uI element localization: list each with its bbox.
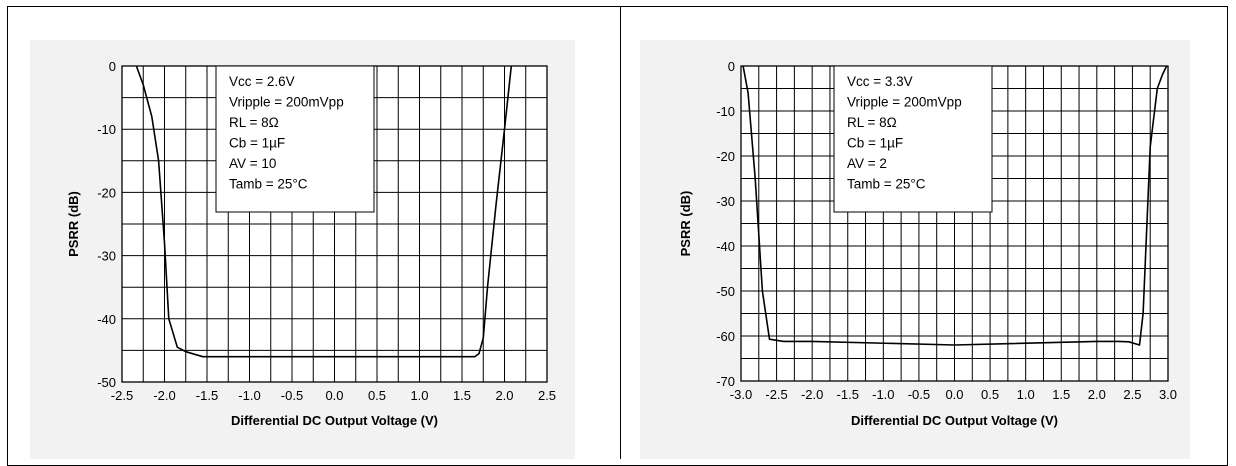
chart1-x-tick-label: 2.5 [538,388,556,403]
chart2-x-tick-label: 1.5 [1052,387,1070,402]
chart1-y-tick-label: -20 [97,185,116,200]
chart1-x-tick-label: 1.5 [453,388,471,403]
chart1-x-tick-label: -0.5 [281,388,303,403]
chart1-y-tick-label: -30 [97,249,116,264]
chart1-x-tick-label: 2.0 [495,388,513,403]
chart2-x-axis-title: Differential DC Output Voltage (V) [851,413,1058,428]
chart2-psrr-curve [742,65,1168,346]
chart1-x-tick-label: -2.5 [111,388,133,403]
chart2-x-tick-label: 0.5 [981,387,999,402]
chart2-y-tick-label: -70 [716,374,735,389]
chart2-x-tick-label: 2.0 [1088,387,1106,402]
chart1-x-tick-label: 0.5 [368,388,386,403]
chart2-condition-line: RL = 8Ω [847,115,897,130]
chart1-x-tick-label: 0.0 [325,388,343,403]
chart2-condition-line: Vripple = 200mVpp [847,95,962,110]
chart1-condition-line: Vcc = 2.6V [229,74,295,89]
chart2-x-tick-label: -0.5 [908,387,930,402]
chart2-condition-line: Cb = 1µF [847,136,903,151]
chart1-x-axis-title: Differential DC Output Voltage (V) [231,413,438,428]
chart2-y-tick-label: -60 [716,329,735,344]
chart2-x-tick-label: -3.0 [730,387,752,402]
chart1-x-tick-label: -1.5 [196,388,218,403]
chart1-x-tick-label: -2.0 [153,388,175,403]
chart2-x-tick-label: 3.0 [1159,387,1177,402]
chart2-x-tick-label: -1.0 [872,387,894,402]
chart1-y-tick-label: 0 [109,59,116,74]
chart1-y-tick-label: -10 [97,122,116,137]
chart2-x-tick-label: 0.0 [945,387,963,402]
chart2-condition-line: AV = 2 [847,156,887,171]
chart1-psrr-curve [135,65,513,358]
chart1-y-tick-label: -50 [97,375,116,390]
chart1-condition-line: Tamb = 25°C [229,177,308,192]
chart2-y-axis-title: PSRR (dB) [678,191,693,257]
chart2-x-tick-label: -1.5 [837,387,859,402]
chart1-y-axis-title: PSRR (dB) [66,191,81,257]
chart2-y-tick-label: 0 [728,59,735,74]
chart2-conditions-box [833,65,993,213]
chart1-condition-line: Vripple = 200mVpp [229,95,344,110]
chart1-x-tick-label: -1.0 [238,388,260,403]
panel-divider [620,6,621,459]
chart2-x-tick-label: 2.5 [1123,387,1141,402]
chart1-x-tick-label: 1.0 [410,388,428,403]
chart1-conditions-box [215,65,375,213]
chart1-condition-line: RL = 8Ω [229,115,279,130]
chart2-y-tick-label: -30 [716,194,735,209]
chart2-y-tick-label: -20 [716,149,735,164]
chart1-condition-line: AV = 10 [229,156,276,171]
chart2-y-tick-label: -50 [716,284,735,299]
chart2-x-tick-label: 1.0 [1017,387,1035,402]
chart2-condition-line: Tamb = 25°C [847,177,926,192]
chart2-y-tick-label: -40 [716,239,735,254]
chart1-y-tick-label: -40 [97,312,116,327]
chart1-condition-line: Cb = 1µF [229,136,285,151]
chart2-condition-line: Vcc = 3.3V [847,74,913,89]
chart2-x-tick-label: -2.5 [765,387,787,402]
chart2-x-tick-label: -2.0 [801,387,823,402]
chart2-y-tick-label: -10 [716,104,735,119]
